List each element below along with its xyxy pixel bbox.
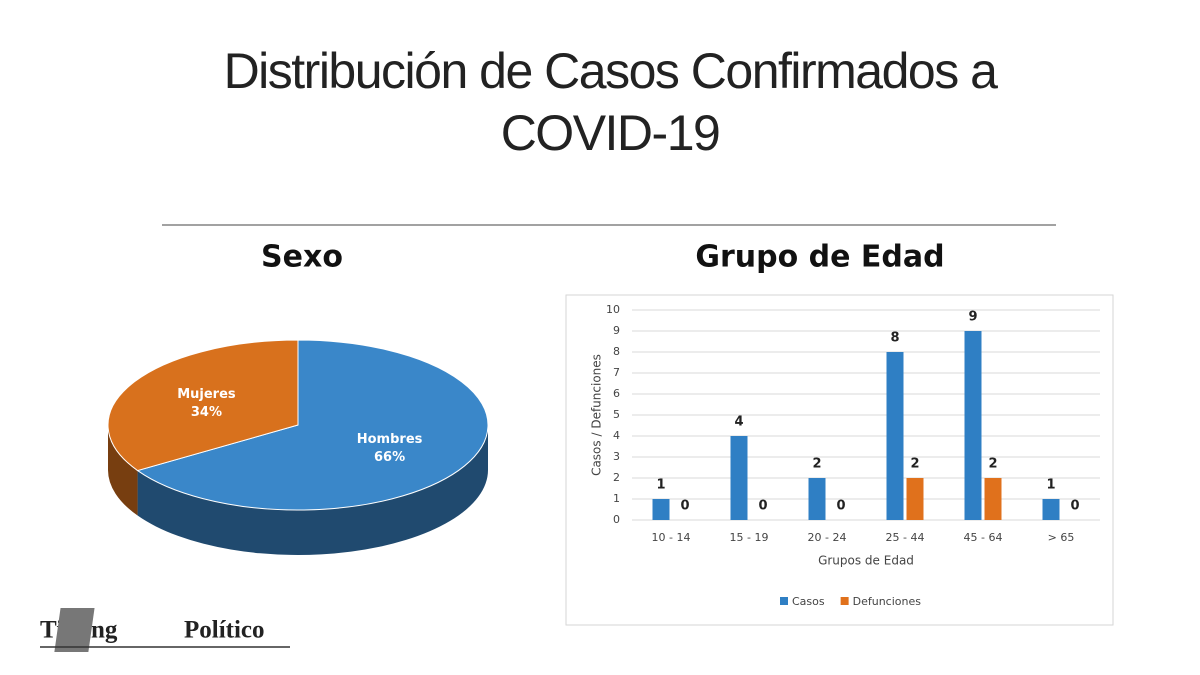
bar-panel	[565, 294, 1114, 626]
legend-label: Defunciones	[853, 595, 922, 608]
logo: Timing Político	[40, 608, 290, 652]
y-tick-label: 7	[613, 366, 620, 379]
legend-label: Casos	[792, 595, 825, 608]
bar-value-label: 9	[968, 310, 977, 325]
pie-slice-side	[108, 425, 138, 516]
bar	[1042, 499, 1060, 520]
y-tick-label: 5	[613, 408, 620, 421]
y-tick-label: 2	[613, 471, 620, 484]
y-tick-label: 6	[613, 387, 620, 400]
bar-value-label: 0	[1070, 499, 1079, 514]
y-tick-label: 1	[613, 492, 620, 505]
bar-value-label: 0	[680, 499, 689, 514]
y-axis-title: Casos / Defunciones	[590, 354, 604, 476]
legend-swatch	[780, 597, 788, 605]
pie-slice-side	[137, 425, 488, 555]
slice-label: Hombres	[357, 432, 423, 447]
x-tick-label: 15 - 19	[730, 531, 769, 544]
slice-value-label: 34%	[191, 405, 222, 420]
bar	[652, 499, 670, 520]
slice-label: Mujeres	[177, 387, 236, 402]
bar-value-label: 8	[890, 331, 899, 346]
x-axis-title: Grupos de Edad	[818, 554, 914, 568]
pie-slice	[107, 339, 299, 472]
legend-swatch	[840, 597, 849, 605]
bar	[906, 478, 924, 520]
y-tick-label: 9	[613, 324, 620, 337]
bar-value-label: 2	[812, 457, 821, 472]
pie-title: Sexo	[261, 240, 343, 275]
y-tick-label: 3	[613, 450, 620, 463]
bar-value-label: 0	[836, 499, 845, 514]
x-tick-label: > 65	[1048, 531, 1075, 544]
slide-title: Distribución de Casos Confirmados a COVI…	[223, 43, 998, 161]
y-tick-label: 8	[613, 345, 620, 358]
x-tick-label: 25 - 44	[886, 531, 925, 544]
y-tick-label: 10	[606, 303, 620, 316]
bar	[886, 352, 904, 520]
x-tick-label: 20 - 24	[808, 531, 847, 544]
x-tick-label: 45 - 64	[964, 531, 1003, 544]
bar-value-label: 0	[758, 499, 767, 514]
pie-slice	[136, 339, 489, 511]
logo-text: Político	[184, 617, 265, 644]
bar	[808, 478, 826, 520]
y-tick-label: 0	[613, 513, 620, 526]
bar-value-label: 2	[988, 457, 997, 472]
y-tick-label: 4	[613, 429, 620, 442]
bar	[964, 331, 982, 520]
bar-value-label: 4	[734, 415, 743, 430]
bar	[730, 436, 748, 520]
slice-value-label: 66%	[374, 450, 405, 465]
bar	[984, 478, 1002, 520]
bar-value-label: 1	[1046, 478, 1055, 493]
logo-icon	[54, 608, 95, 652]
bar-value-label: 1	[656, 478, 665, 493]
bar-value-label: 2	[910, 457, 919, 472]
bar-title: Grupo de Edad	[695, 240, 944, 275]
x-tick-label: 10 - 14	[652, 531, 691, 544]
